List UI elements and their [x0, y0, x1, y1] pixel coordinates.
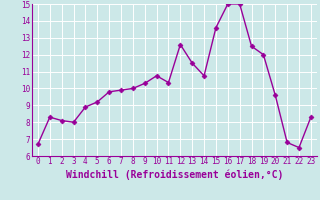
X-axis label: Windchill (Refroidissement éolien,°C): Windchill (Refroidissement éolien,°C) — [66, 169, 283, 180]
